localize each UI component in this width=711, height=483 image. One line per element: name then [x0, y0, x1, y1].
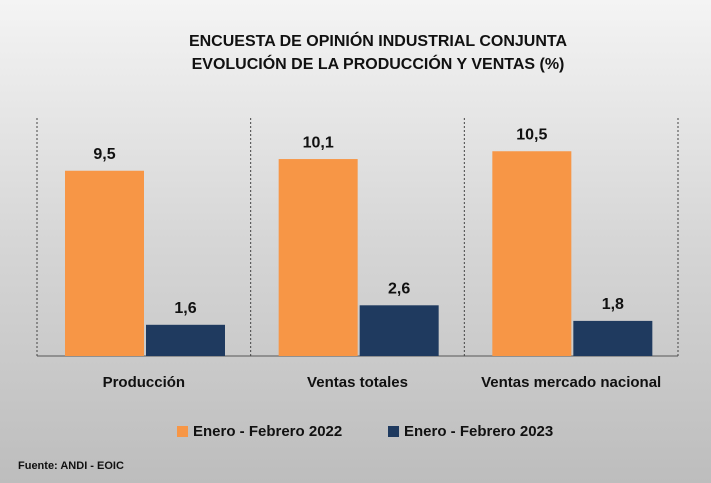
value-label: 9,5: [93, 146, 115, 163]
bar: [573, 320, 653, 356]
x-tick-label: Ventas mercado nacional: [481, 374, 661, 391]
x-tick-label: Ventas totales: [307, 374, 408, 391]
value-label: 2,6: [388, 281, 410, 298]
source-note: Fuente: ANDI - EOIC: [18, 460, 124, 472]
legend-label: Enero - Febrero 2022: [193, 423, 342, 440]
chart-title: ENCUESTA DE OPINIÓN INDUSTRIAL CONJUNTA: [189, 31, 568, 50]
bar: [359, 305, 439, 356]
value-label: 10,5: [516, 126, 547, 143]
bar: [492, 151, 572, 356]
bar: [65, 170, 144, 356]
bar: [146, 324, 225, 356]
value-label: 1,8: [602, 296, 624, 313]
bar: [278, 159, 358, 356]
legend-swatch: [177, 426, 188, 437]
x-tick-label: Producción: [103, 374, 186, 391]
value-label: 10,1: [303, 134, 334, 151]
legend-swatch: [388, 426, 399, 437]
value-label: 1,6: [174, 300, 196, 317]
chart-subtitle: EVOLUCIÓN DE LA PRODUCCIÓN Y VENTAS (%): [192, 54, 565, 73]
legend-label: Enero - Febrero 2023: [404, 423, 553, 440]
